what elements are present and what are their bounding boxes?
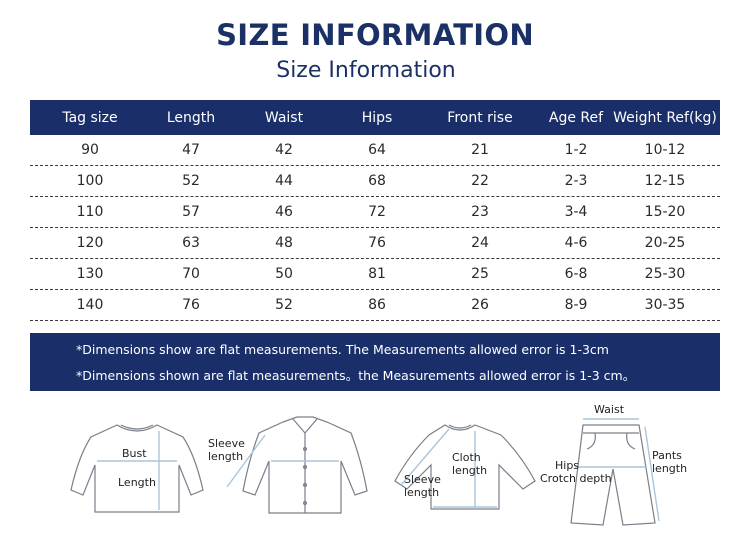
table-cell: 25 xyxy=(471,266,489,282)
table-cell: 26 xyxy=(471,297,489,313)
label-sweater-sleeve: Sleeve length xyxy=(404,473,441,499)
table-cell: 48 xyxy=(275,235,293,251)
sweater-outline xyxy=(394,424,536,510)
table-cell: 21 xyxy=(471,142,489,158)
measurement-notes: *Dimensions show are flat measurements. … xyxy=(30,333,720,391)
table-cell: 50 xyxy=(275,266,293,282)
garment-illustrations xyxy=(70,416,660,526)
table-cell: 22 xyxy=(471,173,489,189)
table-cell: 76 xyxy=(182,297,200,313)
table-row: 120 63 48 76 24 4-6 20-25 xyxy=(30,228,720,259)
column-header: Tag size xyxy=(62,109,118,126)
table-cell: 64 xyxy=(368,142,386,158)
label-bust: Bust xyxy=(122,447,147,460)
table-cell: 8-9 xyxy=(564,297,588,313)
table-cell: 2-3 xyxy=(564,173,588,189)
label-sweater-sleeve-line2: length xyxy=(404,486,440,499)
table-cell: 86 xyxy=(368,297,386,313)
table-row: 110 57 46 72 23 3-4 15-20 xyxy=(30,197,720,228)
label-waist: Waist xyxy=(594,403,625,416)
note-line: *Dimensions show are flat measurements. … xyxy=(76,342,609,357)
page-title: SIZE INFORMATION xyxy=(216,18,534,52)
table-cell: 52 xyxy=(182,173,200,189)
table-cell: 4-6 xyxy=(564,235,588,251)
shirt-outline xyxy=(242,416,368,514)
label-pants-length-line2: length xyxy=(652,462,688,475)
table-cell: 10-12 xyxy=(644,142,686,158)
column-header: Hips xyxy=(361,109,393,126)
label-sweater-sleeve-line1: Sleeve xyxy=(404,473,441,486)
table-cell: 70 xyxy=(182,266,200,282)
table-cell: 63 xyxy=(182,235,200,251)
table-row: 130 70 50 81 25 6-8 25-30 xyxy=(30,259,720,290)
label-shirt-sleeve-line1: Sleeve xyxy=(208,437,245,450)
table-cell: 100 xyxy=(76,173,104,189)
table-cell: 20-25 xyxy=(644,235,686,251)
tshirt-outline xyxy=(70,424,204,513)
table-cell: 140 xyxy=(76,297,104,313)
pants-measure-lines xyxy=(575,418,660,522)
table-cell: 130 xyxy=(76,266,104,282)
label-hips: Hips xyxy=(555,459,580,472)
table-cell: 47 xyxy=(182,142,200,158)
table-cell: 46 xyxy=(275,204,293,220)
table-cell: 44 xyxy=(275,173,293,189)
table-cell: 25-30 xyxy=(644,266,686,282)
table-cell: 12-15 xyxy=(644,173,686,189)
label-length: Length xyxy=(118,476,156,489)
column-header: Waist xyxy=(264,109,304,126)
table-cell: 81 xyxy=(368,266,386,282)
table-row: 90 47 42 64 21 1-2 10-12 xyxy=(30,135,720,166)
table-cell: 6-8 xyxy=(564,266,588,282)
table-cell: 15-20 xyxy=(644,204,686,220)
label-shirt-sleeve-line2: length xyxy=(208,450,244,463)
table-cell: 24 xyxy=(471,235,489,251)
column-header: Age Ref xyxy=(548,109,604,126)
table-cell: 30-35 xyxy=(644,297,686,313)
table-cell: 52 xyxy=(275,297,293,313)
label-cloth-length: Cloth length xyxy=(452,451,487,477)
column-header: Length xyxy=(166,109,216,126)
table-cell: 57 xyxy=(182,204,200,220)
table-cell: 76 xyxy=(368,235,386,251)
page-subtitle: Size Information xyxy=(276,58,456,83)
note-line: *Dimensions shown are flat measurements。… xyxy=(76,368,636,383)
sweater-measure-lines xyxy=(400,428,497,508)
tshirt-measure-lines xyxy=(97,431,177,510)
table-cell: 110 xyxy=(76,204,104,220)
size-table: Tag size Length Waist Hips Front rise Ag… xyxy=(30,100,720,321)
table-header-row: Tag size Length Waist Hips Front rise Ag… xyxy=(30,100,720,135)
pants-outline xyxy=(570,424,656,526)
table-row: 100 52 44 68 22 2-3 12-15 xyxy=(30,166,720,197)
measurement-diagrams: Bust Length Sleeve length Cloth length S… xyxy=(55,395,735,540)
label-pants-length-line1: Pants xyxy=(652,449,682,462)
table-cell: 120 xyxy=(76,235,104,251)
table-cell: 68 xyxy=(368,173,386,189)
table-cell: 23 xyxy=(471,204,489,220)
table-cell: 72 xyxy=(368,204,386,220)
table-cell: 42 xyxy=(275,142,293,158)
table-cell: 90 xyxy=(81,142,99,158)
label-shirt-sleeve: Sleeve length xyxy=(208,437,245,463)
label-pants-length: Pants length xyxy=(652,449,687,475)
label-cloth-length-line2: length xyxy=(452,464,488,477)
label-crotch-depth: Crotch depth xyxy=(540,472,612,485)
label-cloth-length-line1: Cloth xyxy=(452,451,481,464)
table-cell: 1-2 xyxy=(564,142,588,158)
table-row: 140 76 52 86 26 8-9 30-35 xyxy=(30,290,720,321)
column-header: Weight Ref(kg) xyxy=(613,109,717,126)
column-header: Front rise xyxy=(447,109,513,126)
table-cell: 3-4 xyxy=(564,204,588,220)
shirt-measure-lines xyxy=(226,434,339,488)
